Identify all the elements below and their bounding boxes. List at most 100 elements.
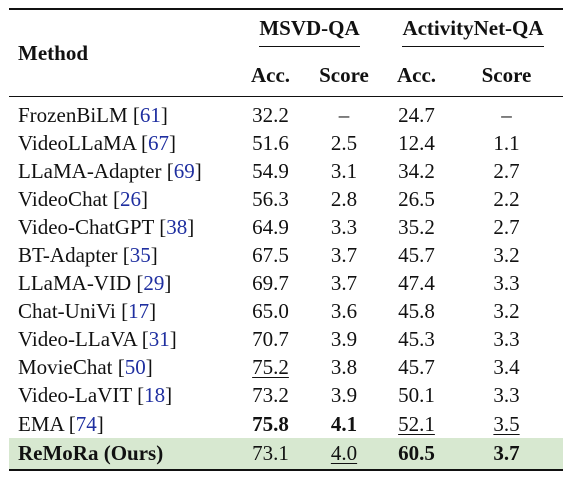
- anet-score-cell: 2.7: [493, 214, 520, 239]
- msvd-acc-cell: 51.6: [252, 130, 289, 155]
- table-row: Video-LLaVA [31] 70.7 3.9 45.3 3.3: [9, 326, 563, 354]
- anet-acc-cell: 52.1: [383, 410, 450, 438]
- anet-score-cell: 3.4: [493, 355, 520, 380]
- msvd-score-cell: 3.7: [330, 271, 358, 296]
- anet-acc-cell: 50.1: [398, 383, 435, 408]
- citation-link[interactable]: 35: [129, 243, 151, 268]
- citation-link[interactable]: 61: [139, 102, 161, 127]
- msvd-score-cell: 3.7: [330, 243, 358, 268]
- citation-link[interactable]: 50: [124, 355, 146, 380]
- msvd-score-cell: 3.9: [330, 327, 358, 352]
- anet-score-cell: 3.3: [493, 383, 520, 408]
- anet-score-cell: 3.3: [493, 327, 520, 352]
- anet-acc-header: Acc.: [396, 62, 437, 87]
- msvd-acc-cell: 32.2: [252, 102, 289, 127]
- msvd-acc-cell: 67.5: [252, 243, 289, 268]
- method-column-header: Method: [18, 40, 88, 65]
- msvd-score-cell: 3.8: [330, 355, 358, 380]
- anet-score-cell: 3.5: [450, 410, 563, 438]
- anet-acc-cell: 35.2: [398, 214, 435, 239]
- anet-acc-cell: 45.7: [398, 355, 435, 380]
- citation-link[interactable]: 18: [144, 383, 166, 408]
- method-name: LLaMA-Adapter [69]: [18, 158, 202, 183]
- method-name: VideoLLaMA [67]: [18, 130, 176, 155]
- results-table: Method MSVD-QA ActivityNet-QA Acc. Score…: [9, 8, 563, 473]
- msvd-score-cell: 4.0: [305, 438, 383, 471]
- table-row: VideoChat [26] 56.3 2.8 26.5 2.2: [9, 185, 563, 213]
- anet-acc-cell: 24.7: [398, 102, 435, 127]
- anet-score-cell: 2.2: [493, 186, 520, 211]
- anet-acc-cell: 60.5: [383, 438, 450, 471]
- anet-acc-cell: 47.4: [398, 271, 435, 296]
- msvd-acc-cell: 69.7: [252, 271, 289, 296]
- table-row: MovieChat [50] 75.2 3.8 45.7 3.4: [9, 354, 563, 382]
- second-best-value: 75.2: [252, 355, 289, 380]
- table-row: Video-LaVIT [18] 73.2 3.9 50.1 3.3: [9, 382, 563, 410]
- method-name: VideoChat [26]: [18, 186, 148, 211]
- msvd-qa-group-header: MSVD-QA: [236, 10, 383, 54]
- msvd-score-cell: 3.9: [330, 383, 358, 408]
- anet-score-cell: 3.2: [493, 243, 520, 268]
- citation-link[interactable]: 69: [173, 158, 195, 183]
- msvd-score-cell: 4.1: [330, 411, 358, 436]
- header-row-groups: Method MSVD-QA ActivityNet-QA: [9, 10, 563, 63]
- method-name: EMA [74]: [18, 411, 104, 436]
- anet-score-cell: 3.3: [493, 271, 520, 296]
- second-best-value: 52.1: [398, 411, 435, 436]
- msvd-acc-cell: 54.9: [252, 158, 289, 183]
- citation-link[interactable]: 67: [147, 130, 169, 155]
- msvd-score-cell: 3.6: [330, 299, 358, 324]
- method-name: BT-Adapter [35]: [18, 243, 158, 268]
- table-row: Video-ChatGPT [38] 64.9 3.3 35.2 2.7: [9, 213, 563, 241]
- anet-score-cell: 3.7: [450, 438, 563, 471]
- msvd-score-cell: 2.5: [330, 130, 358, 155]
- table-row: EMA [74] 75.8 4.1 52.1 3.5: [9, 410, 563, 438]
- anet-acc-cell: 45.7: [398, 243, 435, 268]
- citation-link[interactable]: 74: [75, 411, 97, 436]
- msvd-acc-cell: 70.7: [252, 327, 289, 352]
- citation-link[interactable]: 29: [143, 271, 165, 296]
- method-name: LLaMA-VID [29]: [18, 271, 172, 296]
- citation-link[interactable]: 26: [119, 186, 141, 211]
- method-name: Chat-UniVi [17]: [18, 299, 157, 324]
- msvd-acc-cell: 64.9: [252, 214, 289, 239]
- table-row: BT-Adapter [35] 67.5 3.7 45.7 3.2: [9, 241, 563, 269]
- header-rule: [9, 96, 563, 97]
- citation-link[interactable]: 31: [148, 327, 170, 352]
- method-name: MovieChat [50]: [18, 355, 153, 380]
- table-row: LLaMA-VID [29] 69.7 3.7 47.4 3.3: [9, 270, 563, 298]
- second-best-value: 4.0: [330, 441, 358, 466]
- bottom-rule: [9, 469, 563, 473]
- citation-link[interactable]: 17: [128, 299, 150, 324]
- msvd-acc-cell: 56.3: [252, 186, 289, 211]
- anet-score-cell: 2.7: [493, 158, 520, 183]
- table-row: Chat-UniVi [17] 65.0 3.6 45.8 3.2: [9, 298, 563, 326]
- msvd-score-cell: 3.1: [330, 158, 358, 183]
- anet-score-cell: 1.1: [493, 130, 520, 155]
- msvd-score-header: Score: [319, 62, 369, 87]
- anet-acc-cell: 12.4: [398, 130, 435, 155]
- method-name: Video-ChatGPT [38]: [18, 214, 195, 239]
- table-row: VideoLLaMA [67] 51.6 2.5 12.4 1.1: [9, 129, 563, 157]
- anet-acc-cell: 45.8: [398, 299, 435, 324]
- method-name: FrozenBiLM [61]: [18, 102, 168, 127]
- anet-acc-cell: 45.3: [398, 327, 435, 352]
- msvd-acc-cell: 75.8: [252, 411, 289, 436]
- msvd-acc-cell: 73.1: [236, 438, 305, 471]
- second-best-value: 3.5: [493, 411, 520, 436]
- header-row-metrics: Acc. Score Acc. Score: [9, 54, 563, 97]
- msvd-acc-header: Acc.: [250, 62, 291, 87]
- citation-link[interactable]: 38: [166, 214, 188, 239]
- table-row: FrozenBiLM [61] 32.2 – 24.7 –: [9, 97, 563, 129]
- msvd-acc-cell: 73.2: [252, 383, 289, 408]
- anet-acc-cell: 26.5: [398, 186, 435, 211]
- msvd-acc-cell: 75.2: [236, 354, 305, 382]
- anet-score-cell: 3.2: [493, 299, 520, 324]
- method-name: Video-LaVIT [18]: [18, 383, 173, 408]
- activitynet-qa-group-header: ActivityNet-QA: [383, 10, 563, 54]
- anet-score-cell: –: [501, 102, 512, 127]
- msvd-score-cell: 3.3: [330, 214, 358, 239]
- anet-acc-cell: 34.2: [398, 158, 435, 183]
- msvd-score-cell: –: [338, 102, 350, 127]
